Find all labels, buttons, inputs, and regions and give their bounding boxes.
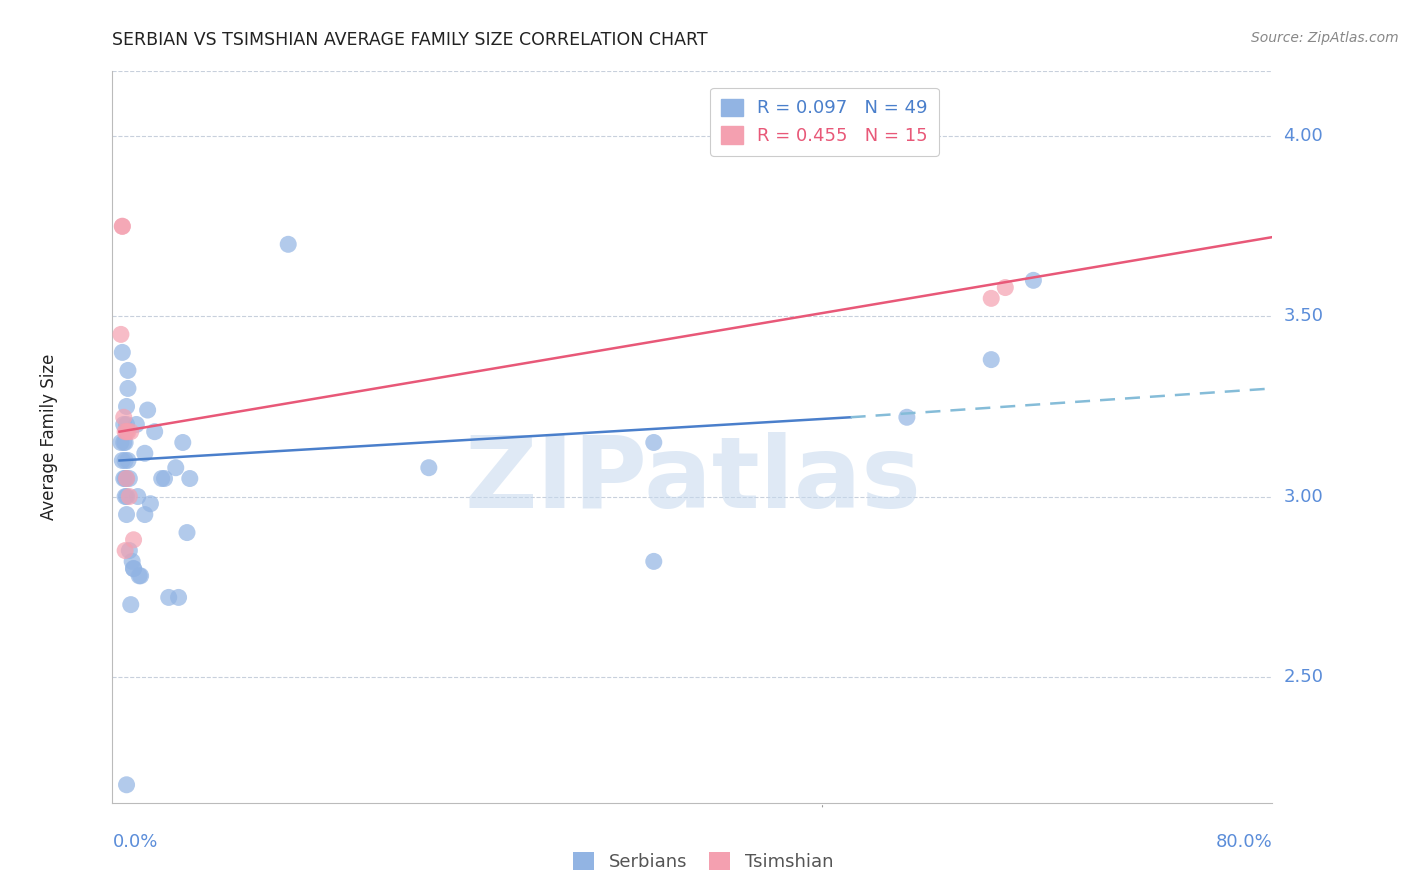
Legend: Serbians, Tsimshian: Serbians, Tsimshian bbox=[565, 846, 841, 879]
Point bbox=[111, 219, 134, 234]
Text: SERBIAN VS TSIMSHIAN AVERAGE FAMILY SIZE CORRELATION CHART: SERBIAN VS TSIMSHIAN AVERAGE FAMILY SIZE… bbox=[112, 31, 709, 49]
Point bbox=[139, 497, 162, 511]
Legend: R = 0.097   N = 49, R = 0.455   N = 15: R = 0.097 N = 49, R = 0.455 N = 15 bbox=[710, 87, 939, 156]
Point bbox=[110, 327, 132, 342]
Point bbox=[115, 425, 138, 439]
Point bbox=[114, 471, 136, 485]
Point bbox=[643, 554, 665, 568]
Point bbox=[118, 490, 141, 504]
Point bbox=[112, 417, 135, 432]
Point bbox=[157, 591, 180, 605]
Point bbox=[114, 435, 136, 450]
Text: 0.0%: 0.0% bbox=[112, 833, 157, 851]
Point bbox=[112, 435, 135, 450]
Point bbox=[896, 410, 918, 425]
Text: 80.0%: 80.0% bbox=[1216, 833, 1272, 851]
Point bbox=[112, 471, 135, 485]
Point bbox=[127, 490, 149, 504]
Point bbox=[643, 435, 665, 450]
Point bbox=[134, 446, 156, 460]
Point bbox=[114, 543, 136, 558]
Point bbox=[120, 598, 142, 612]
Point bbox=[115, 471, 138, 485]
Point bbox=[114, 453, 136, 467]
Point bbox=[111, 219, 134, 234]
Text: 3.50: 3.50 bbox=[1284, 308, 1323, 326]
Point bbox=[980, 352, 1002, 367]
Point bbox=[153, 471, 176, 485]
Point bbox=[125, 417, 148, 432]
Point bbox=[122, 561, 145, 575]
Point bbox=[165, 460, 187, 475]
Point bbox=[1022, 273, 1045, 287]
Text: ZIPatlas: ZIPatlas bbox=[464, 433, 921, 530]
Point bbox=[114, 490, 136, 504]
Point bbox=[277, 237, 299, 252]
Point bbox=[176, 525, 198, 540]
Point bbox=[117, 425, 139, 439]
Point bbox=[122, 561, 145, 575]
Point bbox=[167, 591, 190, 605]
Point bbox=[143, 425, 166, 439]
Point bbox=[114, 425, 136, 439]
Text: 3.00: 3.00 bbox=[1284, 488, 1323, 506]
Point bbox=[418, 460, 440, 475]
Text: 4.00: 4.00 bbox=[1284, 128, 1323, 145]
Point bbox=[129, 569, 152, 583]
Point bbox=[111, 453, 134, 467]
Point bbox=[121, 554, 143, 568]
Point bbox=[115, 778, 138, 792]
Point bbox=[128, 569, 150, 583]
Text: Average Family Size: Average Family Size bbox=[39, 354, 58, 520]
Text: 2.50: 2.50 bbox=[1284, 668, 1323, 686]
Point bbox=[111, 345, 134, 359]
Point bbox=[120, 425, 142, 439]
Point bbox=[115, 508, 138, 522]
Point bbox=[112, 410, 135, 425]
Point bbox=[179, 471, 201, 485]
Point bbox=[150, 471, 173, 485]
Point bbox=[136, 403, 159, 417]
Point bbox=[117, 453, 139, 467]
Point bbox=[118, 471, 141, 485]
Point bbox=[122, 533, 145, 547]
Point bbox=[115, 471, 138, 485]
Point bbox=[980, 291, 1002, 305]
Text: Source: ZipAtlas.com: Source: ZipAtlas.com bbox=[1251, 31, 1399, 45]
Point bbox=[110, 435, 132, 450]
Point bbox=[115, 400, 138, 414]
Point bbox=[134, 508, 156, 522]
Point bbox=[117, 363, 139, 377]
Point bbox=[115, 490, 138, 504]
Point bbox=[115, 417, 138, 432]
Point bbox=[117, 381, 139, 395]
Point bbox=[994, 280, 1017, 294]
Point bbox=[118, 543, 141, 558]
Point bbox=[172, 435, 194, 450]
